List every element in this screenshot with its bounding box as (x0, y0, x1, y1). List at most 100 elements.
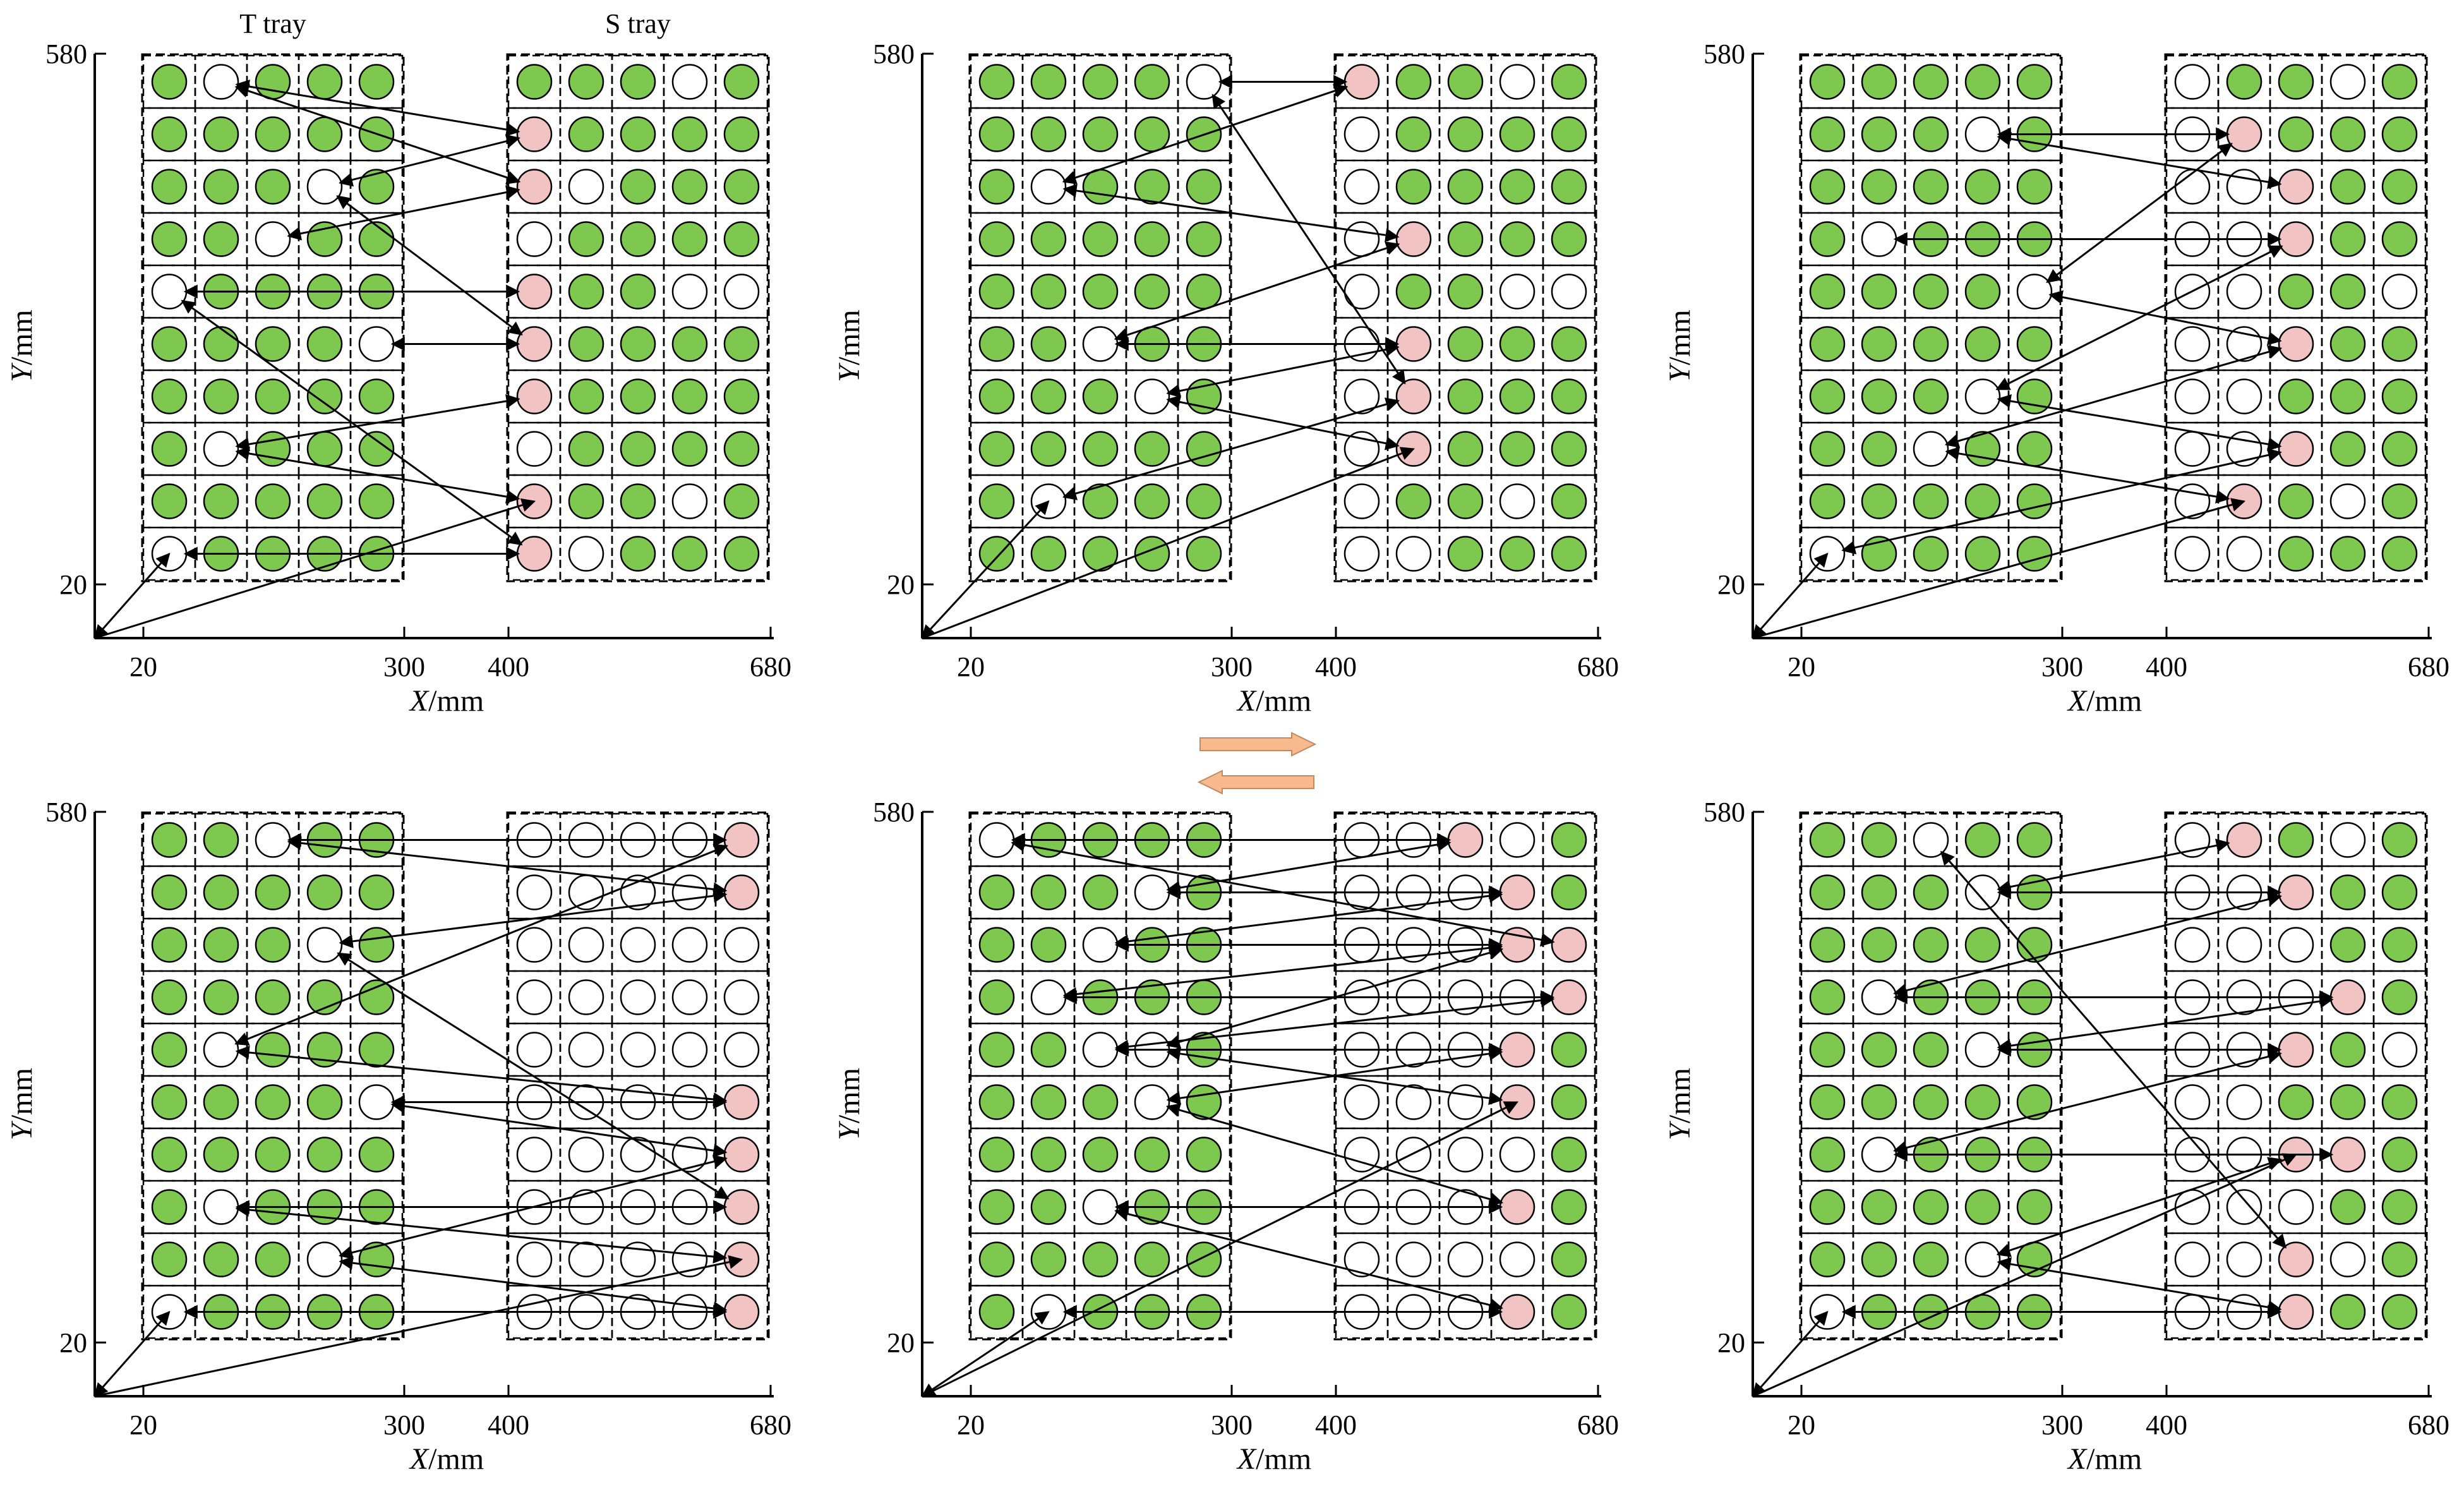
filled-slot (358, 378, 395, 414)
empty-slot (1343, 116, 1380, 152)
filled-slot (1447, 64, 1484, 100)
filled-slot (1964, 274, 2001, 310)
filled-slot (1030, 874, 1067, 910)
x-tick-label: 400 (488, 1410, 529, 1440)
filled-slot (255, 1241, 291, 1277)
filled-slot (978, 1294, 1015, 1330)
filled-slot (2016, 326, 2053, 362)
filled-slot (978, 326, 1015, 362)
cell-border (2372, 474, 2427, 529)
empty-slot (1082, 1032, 1119, 1068)
filled-slot (1913, 536, 1949, 572)
filled-slot (1030, 431, 1067, 467)
filled-slot (1134, 1137, 1170, 1173)
empty-slot (1964, 116, 2001, 152)
empty-slot (568, 169, 604, 205)
filled-slot (151, 169, 188, 205)
filled-slot (1861, 822, 1897, 858)
filled-slot (1861, 1189, 1897, 1225)
filled-slot (1447, 326, 1484, 362)
target-slot (516, 326, 553, 362)
filled-slot (255, 116, 291, 152)
empty-slot (203, 1032, 239, 1068)
empty-slot (1499, 483, 1535, 519)
filled-slot (620, 274, 656, 310)
filled-slot (1551, 116, 1587, 152)
empty-slot (1343, 221, 1380, 257)
empty-slot (1447, 1084, 1484, 1120)
target-slot (2278, 874, 2314, 910)
y-axis-label: Y/mm (1663, 310, 1697, 382)
filled-slot (1913, 116, 1949, 152)
path-arrow (339, 134, 520, 187)
empty-slot (1551, 274, 1587, 310)
cell-border (2372, 421, 2427, 476)
filled-slot (2016, 822, 2053, 858)
x-tick-label: 680 (2408, 651, 2449, 682)
filled-slot (1809, 979, 1846, 1015)
empty-slot (2329, 64, 2366, 100)
filled-slot (203, 1137, 239, 1173)
filled-slot (671, 431, 708, 467)
filled-slot (978, 1189, 1015, 1225)
filled-slot (255, 483, 291, 519)
empty-slot (1343, 536, 1380, 572)
cell-border (1542, 107, 1596, 162)
filled-slot (1861, 1032, 1897, 1068)
target-slot (723, 822, 760, 858)
cell-border (714, 526, 769, 581)
filled-slot (2278, 822, 2314, 858)
empty-slot (1861, 979, 1897, 1015)
filled-slot (978, 116, 1015, 152)
filled-slot (620, 431, 656, 467)
filled-slot (151, 822, 188, 858)
cell-border (1542, 1127, 1596, 1182)
filled-slot (978, 64, 1015, 100)
filled-slot (203, 979, 239, 1015)
target-slot (516, 116, 553, 152)
filled-slot (1551, 1189, 1587, 1225)
filled-slot (1447, 536, 1484, 572)
empty-slot (1861, 221, 1897, 257)
cell-border (2372, 1232, 2427, 1287)
empty-slot (568, 1241, 604, 1277)
filled-slot (1082, 274, 1119, 310)
x-tick-label: 400 (2146, 651, 2187, 682)
filled-slot (978, 1084, 1015, 1120)
filled-slot (2278, 536, 2314, 572)
filled-slot (151, 1032, 188, 1068)
cell-border (714, 421, 769, 476)
filled-slot (255, 1084, 291, 1120)
filled-slot (1913, 1084, 1949, 1120)
empty-slot (2174, 1241, 2211, 1277)
x-axis-label: X/mm (409, 684, 484, 718)
filled-slot (2329, 927, 2366, 963)
filled-slot (568, 326, 604, 362)
cell-border (2372, 159, 2427, 214)
empty-slot (1343, 483, 1380, 519)
path-arrow (1997, 838, 2230, 894)
empty-slot (203, 1189, 239, 1225)
filled-slot (203, 221, 239, 257)
filled-slot (978, 169, 1015, 205)
filled-slot (1809, 431, 1846, 467)
cell-border (714, 317, 769, 371)
filled-slot (358, 927, 395, 963)
cell-border (2372, 812, 2427, 867)
filled-slot (620, 483, 656, 519)
empty-slot (671, 874, 708, 910)
filled-slot (255, 1137, 291, 1173)
x-tick-label: 20 (1788, 1410, 1815, 1440)
filled-slot (151, 927, 188, 963)
filled-slot (723, 536, 760, 572)
t-tray-border (1799, 811, 2063, 1341)
empty-slot (2226, 927, 2263, 963)
empty-slot (1343, 274, 1380, 310)
filled-slot (1551, 1084, 1587, 1120)
empty-slot (568, 536, 604, 572)
filled-slot (1861, 116, 1897, 152)
filled-slot (2381, 1189, 2418, 1225)
filled-slot (516, 64, 553, 100)
target-slot (1551, 979, 1587, 1015)
empty-slot (1964, 378, 2001, 414)
